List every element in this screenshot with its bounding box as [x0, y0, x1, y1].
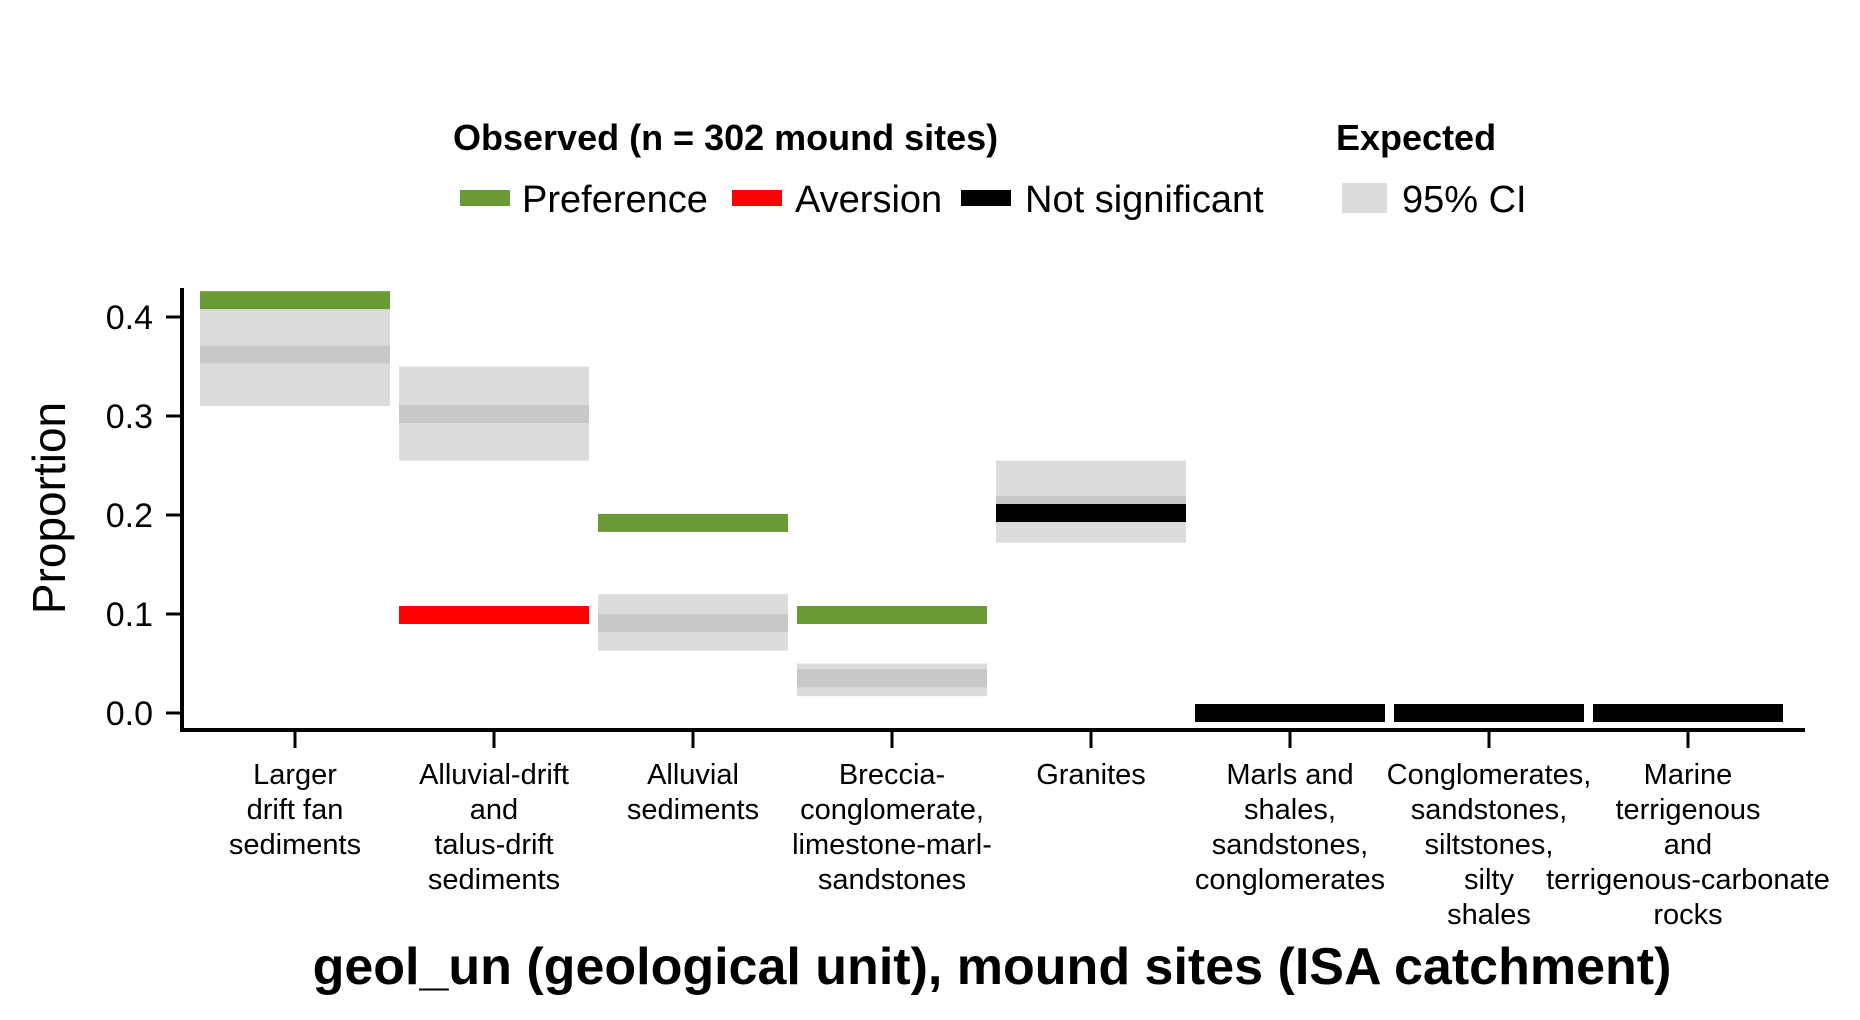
- legend-swatch-not-significant: [961, 190, 1011, 206]
- legend-label-preference: Preference: [522, 179, 708, 221]
- x-tick-label: Alluvial sediments: [627, 759, 759, 826]
- x-tick-label-line: siltstones,: [1425, 829, 1554, 861]
- x-tick-label-line: sandstones: [818, 864, 966, 896]
- observed-bar-preference: [200, 291, 390, 310]
- x-tick-label-line: Breccia-: [839, 759, 945, 791]
- x-tick-label: Breccia-conglomerate, limestone-marl-sand…: [792, 759, 992, 896]
- y-tick-label: 0.2: [106, 497, 153, 535]
- x-tick-label-line: Larger: [253, 759, 337, 791]
- observed-layer: [200, 291, 1783, 722]
- x-tick-label-line: Marine: [1644, 759, 1733, 791]
- legend-swatch-preference: [460, 190, 510, 206]
- y-ticks: 0.0 0.1 0.2 0.3 0.4: [106, 299, 182, 733]
- x-tick-label-line: sandstones,: [1212, 829, 1368, 861]
- x-tick-label-line: rocks: [1653, 899, 1722, 931]
- observed-bar-not-significant: [1195, 704, 1385, 722]
- y-tick-label: 0.0: [106, 695, 153, 733]
- x-tick-label-line: terrigenous-carbonate: [1546, 864, 1830, 896]
- y-tick-label: 0.4: [106, 299, 153, 337]
- legend-swatch-ci: [1342, 183, 1387, 213]
- x-tick-label-line: Alluvial: [647, 759, 739, 791]
- x-tick-label: Granites: [1036, 759, 1146, 791]
- expected-line: [797, 669, 987, 688]
- observed-bar-preference: [797, 605, 987, 624]
- x-tick-label-line: Alluvial-drift: [419, 759, 569, 791]
- legend-label-aversion: Aversion: [795, 179, 942, 221]
- y-axis-title: Proportion: [23, 402, 75, 614]
- y-tick-label: 0.1: [106, 596, 153, 634]
- x-tick-label-line: and: [470, 794, 518, 826]
- legend-expected-title: Expected: [1336, 117, 1496, 158]
- x-tick-label-line: terrigenous: [1615, 794, 1760, 826]
- x-tick-label: Conglomerates, sandstones, siltstones, silt…: [1387, 759, 1592, 931]
- x-tick-label-line: sandstones,: [1411, 794, 1567, 826]
- x-tick-label-line: Marls and: [1226, 759, 1353, 791]
- x-tick-label-line: sediments: [428, 864, 560, 896]
- x-tick-label-line: and: [1664, 829, 1712, 861]
- x-tick-label-line: shales,: [1244, 794, 1336, 826]
- x-tick-label-line: talus-drift: [434, 829, 553, 861]
- x-tick-label-line: sediments: [627, 794, 759, 826]
- x-tick-label-line: sediments: [229, 829, 361, 861]
- x-tick-label-line: Granites: [1036, 759, 1146, 791]
- x-tick-label: Marine terrigenous and terrigenous-carbonat…: [1546, 759, 1830, 931]
- x-tick-label-line: shales: [1447, 899, 1531, 931]
- x-tick-label-line: Conglomerates,: [1387, 759, 1592, 791]
- ci-layer: [200, 307, 1186, 697]
- x-tick-label-line: silty: [1464, 864, 1514, 896]
- x-tick-label-line: limestone-marl-: [792, 829, 992, 861]
- axes: [180, 288, 1805, 732]
- observed-bar-not-significant: [996, 504, 1186, 523]
- x-axis-title: geol_un (geological unit), mound sites (…: [313, 938, 1672, 996]
- legend-observed-title: Observed (n = 302 mound sites): [453, 117, 998, 158]
- x-tick-label: Alluvial-drift and talus-drift sediments: [419, 759, 569, 896]
- expected-line: [399, 405, 589, 424]
- observed-bar-not-significant: [1593, 704, 1783, 722]
- observed-bar-not-significant: [1394, 704, 1584, 722]
- x-tick-label-line: conglomerate,: [800, 794, 984, 826]
- y-tick-label: 0.3: [106, 398, 153, 436]
- x-tick-label-line: conglomerates: [1195, 864, 1385, 896]
- expected-line: [200, 345, 390, 364]
- legend: Observed (n = 302 mound sites) Expected …: [453, 117, 1527, 221]
- legend-label-ci: 95% CI: [1402, 179, 1527, 221]
- observed-bar-aversion: [399, 605, 589, 624]
- x-tick-label: Marls and shales, sandstones, conglomerates: [1195, 759, 1385, 896]
- observed-bar-preference: [598, 513, 788, 532]
- x-tick-label: Larger drift fan sediments: [229, 759, 361, 861]
- x-tick-label-line: drift fan: [247, 794, 344, 826]
- legend-swatch-aversion: [732, 190, 782, 206]
- legend-label-not-significant: Not significant: [1025, 179, 1264, 221]
- expected-line: [598, 613, 788, 632]
